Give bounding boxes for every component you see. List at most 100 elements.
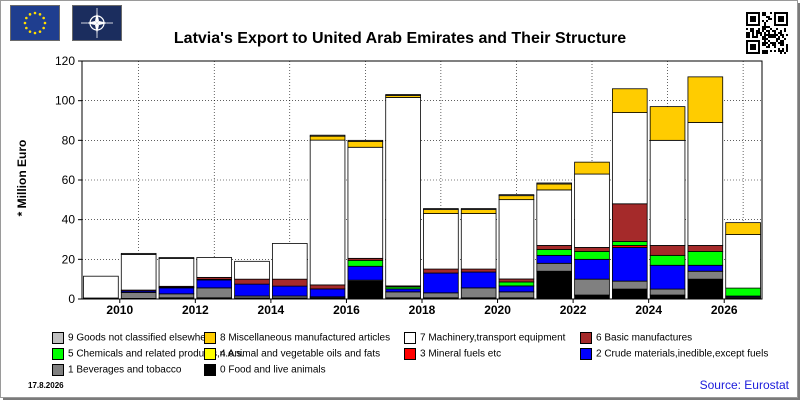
x-tick-label: 2024 [635,303,662,317]
legend-item: 9 Goods not classified elsewhere [52,332,215,346]
legend-swatch [204,348,216,360]
x-tick-label: 2022 [560,303,587,317]
legend-swatch [52,332,64,344]
bar-segment [649,294,686,300]
bar-segment [196,287,233,299]
legend-item: 8 Miscellaneous manufactured articles [204,332,390,346]
legend-swatch [204,332,216,344]
bar-segment [460,209,497,214]
bar-segment [460,213,497,270]
legend-label: 6 Basic manufactures [596,332,693,344]
bar-segment [574,161,610,175]
qr-code-icon [746,12,788,54]
bar-segment [83,275,119,299]
bar-segment [498,285,535,293]
bar-segment [687,250,724,266]
bar-segment [196,257,233,278]
bar-segment [649,106,686,141]
bar-segment [309,284,346,290]
bar-segment [611,241,648,246]
bar-segment [347,265,384,281]
bar-segment [611,280,648,290]
bar-segment [385,97,421,287]
bar-segment [574,294,610,300]
bar-segment [536,189,573,246]
bar-segment [611,288,648,300]
bar-segment [234,278,270,285]
bar-segment [347,139,384,142]
y-tick-label: 80 [62,133,76,147]
bar-segment [120,252,157,255]
bar-segment [536,249,573,256]
legend-label: 7 Machinery,transport equipment [420,332,566,344]
bar-segment [725,222,761,235]
bar-segment [574,173,610,248]
bar-segment [725,234,761,289]
bar-segment [385,288,421,293]
x-tick-label: 2016 [333,303,360,317]
bar-segment [347,280,384,300]
bar-segment [498,195,535,201]
bar-segment [687,270,724,280]
y-tick-label: 20 [62,252,76,266]
bar-segment [158,293,195,299]
bar-segment [120,253,157,291]
bar-segment [574,250,610,260]
nato-flag-icon [72,5,122,41]
legend-item: 2 Crude materials,inedible,except fuels [580,348,768,362]
bar-segment [158,287,195,295]
bar-segment [309,288,346,298]
bar-segment [611,247,648,282]
bar-segment [574,247,610,252]
bar-segment [158,258,195,287]
legend-swatch [52,364,64,376]
source-link[interactable]: Source: Eurostat [699,378,789,392]
date-stamp: 17.8.2026 [28,381,64,390]
x-tick-label: 2012 [182,303,209,317]
x-tick-label: 2020 [484,303,511,317]
bar-segment [687,76,724,123]
legend-label: 5 Chemicals and related products,n.e.s. [68,348,245,360]
legend-swatch [404,348,416,360]
legend-item: 6 Basic manufactures [580,332,692,346]
bar-segment [687,278,724,300]
bar-segment [649,245,686,256]
bar-segment [347,259,384,267]
bar-segment [309,134,346,137]
bar-segment [649,254,686,266]
bar-segment [385,291,421,299]
bar-segment [234,283,270,297]
y-tick-label: 0 [68,292,75,306]
eu-flag-icon [10,5,60,41]
bar-segment [687,264,724,272]
bar-segment [423,292,459,299]
bar-segment [423,209,459,214]
bar-segment [574,258,610,280]
bar-segment [536,245,573,250]
x-tick-label: 2018 [409,303,436,317]
bar-segment [611,112,648,205]
legend-label: 2 Crude materials,inedible,except fuels [596,348,769,360]
legend-item: 1 Beverages and tobacco [52,364,181,378]
bar-segment [271,278,308,287]
bar-segment [423,272,459,294]
x-tick-label: 2014 [258,303,285,317]
bar-segment [498,281,535,287]
plot-border [81,60,763,300]
bar-segment [271,285,308,297]
bar-segment [120,292,157,299]
bar-segment [536,183,573,191]
bar-segment [498,199,535,280]
legend-swatch [580,348,592,360]
legend-item: 0 Food and live animals [204,364,326,378]
chart-legend: 9 Goods not classified elsewhere 8 Miscel… [52,332,768,380]
bar-segment [347,140,384,148]
chart-plot: 0 20 40 60 80 100 120 2010 2012 2014 2016 2018 2020 2… [55,54,763,317]
bar-segment [649,288,686,296]
bar-segment [536,270,573,300]
y-tick-label: 40 [62,213,76,227]
legend-label: 9 Goods not classified elsewhere [68,332,215,344]
x-tick-label: 2010 [106,303,133,317]
legend-item: 3 Mineral fuels etc [404,348,501,362]
legend-swatch [404,332,416,344]
